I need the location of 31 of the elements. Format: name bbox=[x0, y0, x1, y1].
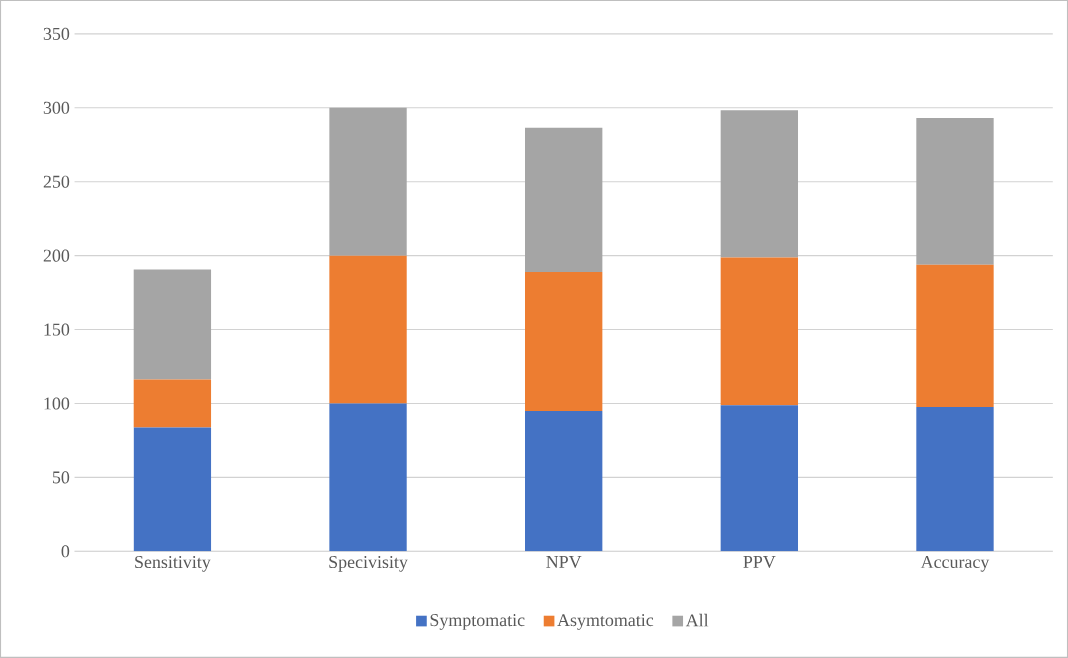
bar bbox=[133, 269, 212, 380]
x-tick-label: Specivisity bbox=[329, 556, 408, 572]
y-tick-label: 300 bbox=[43, 101, 70, 114]
y-tick-label: 50 bbox=[52, 471, 70, 484]
bar bbox=[329, 107, 407, 256]
bar bbox=[916, 264, 994, 408]
x-tick-label: Accuracy bbox=[920, 556, 990, 572]
y-tick-label: 200 bbox=[43, 249, 70, 262]
legend-label: All bbox=[685, 613, 709, 627]
bar bbox=[525, 127, 603, 273]
bar bbox=[329, 403, 407, 552]
bar bbox=[720, 257, 799, 406]
bar bbox=[720, 405, 799, 552]
legend-label: Symptomatic bbox=[430, 614, 525, 630]
bar bbox=[525, 272, 603, 412]
y-tick-label: 150 bbox=[44, 323, 70, 336]
x-tick-label: NPV bbox=[546, 556, 582, 569]
x-tick-label: PPV bbox=[743, 556, 776, 569]
bar bbox=[133, 379, 212, 428]
y-tick-label: 100 bbox=[44, 397, 70, 410]
bar bbox=[916, 118, 994, 265]
bar bbox=[525, 411, 603, 552]
legend-label: Asymtomatic bbox=[557, 614, 654, 630]
bar bbox=[720, 110, 799, 258]
bar bbox=[916, 407, 994, 552]
bar bbox=[329, 255, 407, 404]
y-tick-label: 350 bbox=[43, 27, 70, 40]
x-tick-label: Sensitivity bbox=[135, 556, 211, 572]
y-tick-label: 250 bbox=[43, 175, 70, 188]
y-tick-label: 0 bbox=[61, 545, 70, 558]
bar bbox=[133, 427, 212, 552]
